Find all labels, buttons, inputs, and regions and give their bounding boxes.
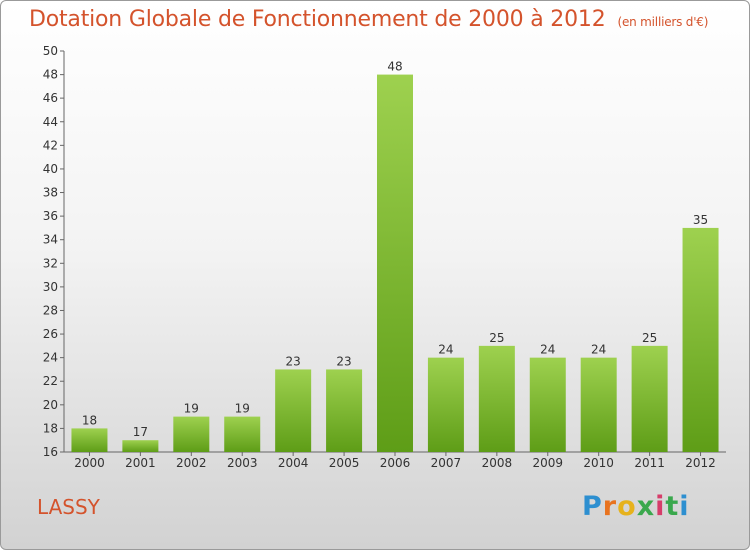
y-tick-label: 46 bbox=[43, 91, 58, 105]
y-tick-label: 48 bbox=[43, 68, 58, 82]
data-label: 24 bbox=[540, 343, 555, 357]
data-label: 19 bbox=[235, 402, 250, 416]
logo-letter: t bbox=[665, 491, 680, 522]
axes: 16 18 20 22 24 26 28 30 32 34 36 38 40 42 44 46 48 50 bbox=[43, 44, 726, 459]
data-label: 23 bbox=[336, 354, 351, 368]
x-tick-label: 2005 bbox=[329, 456, 360, 470]
logo-letter: o bbox=[617, 491, 637, 522]
x-tick-label: 2006 bbox=[380, 456, 411, 470]
logo-letter: i bbox=[655, 491, 666, 522]
y-tick-label: 16 bbox=[43, 445, 58, 459]
bar bbox=[682, 227, 719, 452]
y-tick-label: 36 bbox=[43, 209, 58, 223]
bar bbox=[71, 428, 108, 452]
data-label: 19 bbox=[184, 402, 199, 416]
data-label: 24 bbox=[591, 343, 606, 357]
bar bbox=[529, 357, 566, 452]
chart-title-text: Dotation Globale de Fonctionnement de 20… bbox=[29, 7, 606, 32]
x-tick-label: 2000 bbox=[74, 456, 105, 470]
data-label: 25 bbox=[489, 331, 504, 345]
data-label: 23 bbox=[286, 354, 301, 368]
y-tick-label: 40 bbox=[43, 162, 58, 176]
chart-title: Dotation Globale de Fonctionnement de 20… bbox=[29, 7, 708, 32]
bar bbox=[377, 74, 413, 453]
x-tick-label: 2004 bbox=[278, 456, 309, 470]
data-label: 35 bbox=[693, 213, 708, 227]
y-tick-label: 38 bbox=[43, 186, 58, 200]
x-tick-label: 2007 bbox=[431, 456, 462, 470]
data-label: 24 bbox=[438, 343, 453, 357]
x-tick-label: 2010 bbox=[583, 456, 614, 470]
data-label: 17 bbox=[133, 425, 148, 439]
x-tick-label: 2003 bbox=[227, 456, 258, 470]
city-name: LASSY bbox=[37, 495, 100, 519]
data-label: 48 bbox=[387, 60, 402, 74]
bars bbox=[71, 74, 719, 453]
y-tick-label: 18 bbox=[43, 421, 58, 435]
proxiti-logo[interactable]: Proxiti bbox=[582, 491, 690, 522]
bar bbox=[326, 369, 363, 452]
y-tick-label: 42 bbox=[43, 138, 58, 152]
data-label: 18 bbox=[82, 413, 97, 427]
y-tick-label: 34 bbox=[43, 233, 58, 247]
bar bbox=[478, 345, 515, 452]
y-tick-label: 32 bbox=[43, 256, 58, 270]
bar bbox=[427, 357, 464, 452]
y-tick-label: 44 bbox=[43, 115, 58, 129]
x-tick-label: 2009 bbox=[532, 456, 563, 470]
y-tick-label: 30 bbox=[43, 280, 58, 294]
y-tick-label: 28 bbox=[43, 303, 58, 317]
x-tick-label: 2002 bbox=[176, 456, 207, 470]
labels: 2000 18 2001 17 2002 19 2003 19 2004 23 2005 23 2006… bbox=[74, 60, 716, 470]
y-tick-label: 24 bbox=[43, 351, 58, 365]
y-tick-label: 20 bbox=[43, 398, 58, 412]
bar bbox=[173, 416, 210, 452]
chart-unit: (en milliers d'€) bbox=[617, 15, 709, 29]
y-tick-label: 22 bbox=[43, 374, 58, 388]
x-tick-label: 2012 bbox=[685, 456, 716, 470]
bar bbox=[580, 357, 617, 452]
x-tick-label: 2008 bbox=[482, 456, 513, 470]
data-label: 25 bbox=[642, 331, 657, 345]
bar bbox=[224, 416, 261, 452]
bar bbox=[631, 345, 668, 452]
y-tick-label: 50 bbox=[43, 44, 58, 58]
bar bbox=[122, 440, 159, 452]
bar bbox=[275, 369, 312, 452]
logo-letter: P bbox=[582, 491, 603, 522]
x-tick-label: 2001 bbox=[125, 456, 156, 470]
logo-letter: i bbox=[679, 491, 690, 522]
logo-letter: x bbox=[636, 491, 656, 522]
y-tick-label: 26 bbox=[43, 327, 58, 341]
x-tick-label: 2011 bbox=[634, 456, 665, 470]
logo-letter: r bbox=[602, 491, 618, 522]
